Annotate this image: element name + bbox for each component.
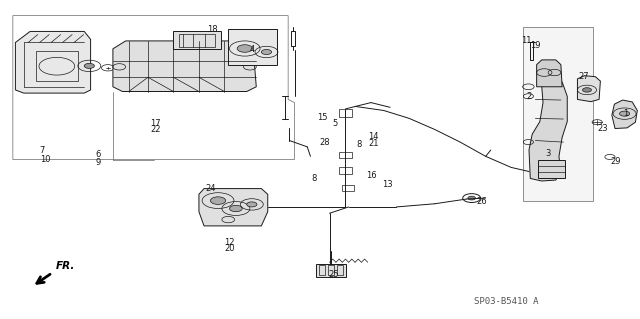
Text: 11: 11 xyxy=(521,36,532,45)
Text: 8: 8 xyxy=(312,174,317,183)
Text: 21: 21 xyxy=(369,138,379,148)
Text: 26: 26 xyxy=(476,197,487,206)
Text: 7: 7 xyxy=(40,145,45,154)
Text: 28: 28 xyxy=(319,137,330,147)
Text: 17: 17 xyxy=(150,119,161,128)
Polygon shape xyxy=(199,189,268,226)
Bar xyxy=(339,109,352,117)
Text: 19: 19 xyxy=(530,41,541,50)
Circle shape xyxy=(582,88,591,92)
Bar xyxy=(339,152,352,158)
Text: 22: 22 xyxy=(150,125,161,134)
Text: 25: 25 xyxy=(328,270,339,279)
Text: 6: 6 xyxy=(96,150,101,159)
Bar xyxy=(36,51,78,81)
Text: 8: 8 xyxy=(356,140,362,149)
Text: 12: 12 xyxy=(224,238,235,247)
Bar xyxy=(319,265,325,275)
Polygon shape xyxy=(113,41,256,92)
Circle shape xyxy=(468,196,476,200)
Text: 14: 14 xyxy=(369,132,379,141)
Polygon shape xyxy=(537,60,562,87)
Polygon shape xyxy=(612,100,637,129)
Polygon shape xyxy=(15,32,91,93)
Bar xyxy=(342,185,354,191)
Text: 9: 9 xyxy=(96,158,101,167)
Bar xyxy=(328,265,334,275)
Text: 29: 29 xyxy=(611,157,621,166)
Text: SP03-B5410 A: SP03-B5410 A xyxy=(474,297,539,306)
Text: 20: 20 xyxy=(224,244,235,253)
Circle shape xyxy=(246,202,257,207)
Text: 4: 4 xyxy=(250,45,255,54)
Circle shape xyxy=(261,49,271,55)
Circle shape xyxy=(84,63,95,69)
Polygon shape xyxy=(529,80,567,181)
Text: 3: 3 xyxy=(545,149,550,158)
Text: 15: 15 xyxy=(317,113,327,122)
Circle shape xyxy=(230,205,243,212)
Polygon shape xyxy=(577,76,600,102)
Text: 18: 18 xyxy=(207,25,218,34)
Text: 24: 24 xyxy=(205,184,216,193)
Circle shape xyxy=(237,45,252,52)
Bar xyxy=(316,264,346,277)
Text: 5: 5 xyxy=(333,119,338,128)
Circle shape xyxy=(620,111,630,116)
Circle shape xyxy=(211,197,226,204)
Text: 1: 1 xyxy=(623,109,628,118)
Bar xyxy=(339,167,352,174)
Text: 13: 13 xyxy=(383,180,393,189)
Text: 10: 10 xyxy=(40,155,50,164)
Text: FR.: FR. xyxy=(56,261,76,271)
Bar xyxy=(291,32,294,46)
Text: 16: 16 xyxy=(366,171,376,181)
Text: 27: 27 xyxy=(579,72,589,81)
Text: 2: 2 xyxy=(526,92,532,101)
Bar xyxy=(538,160,564,178)
Bar xyxy=(531,42,534,60)
Bar xyxy=(179,34,216,47)
Bar xyxy=(228,29,277,65)
Text: 23: 23 xyxy=(597,124,608,133)
Bar xyxy=(523,27,593,201)
Bar xyxy=(337,265,343,275)
Bar xyxy=(173,32,221,49)
